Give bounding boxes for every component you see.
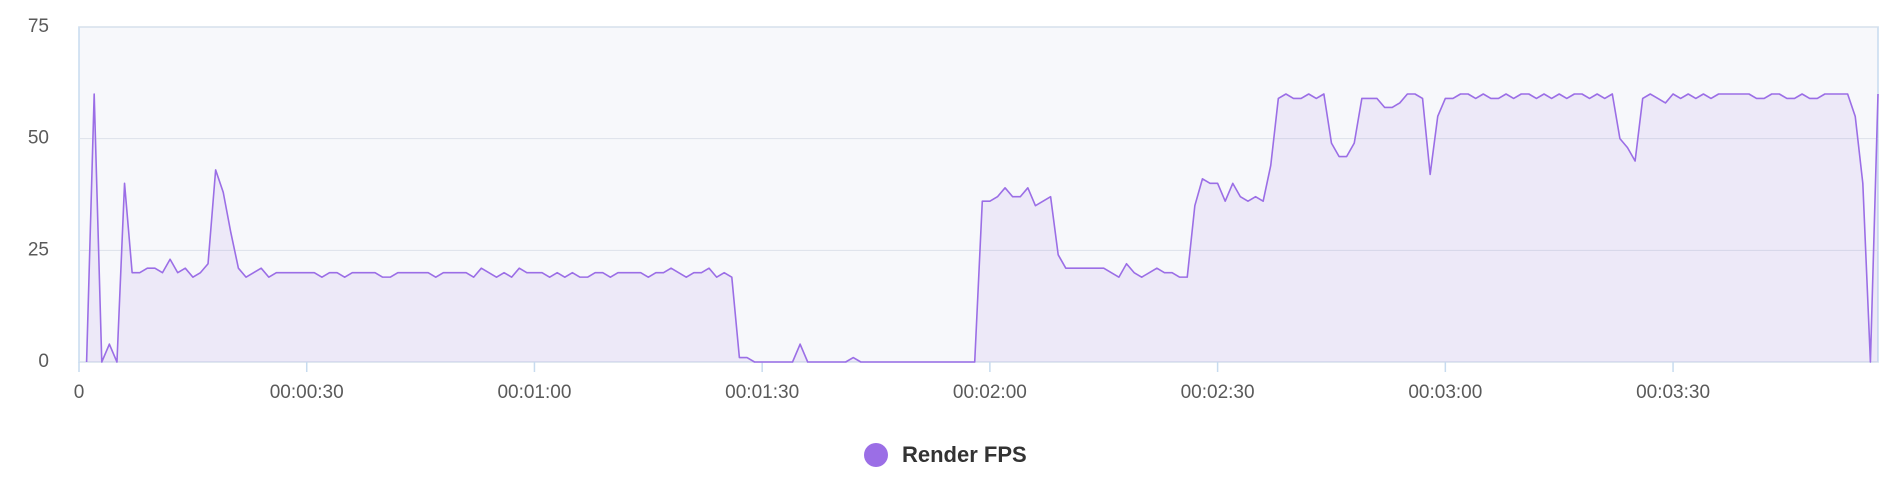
x-tick-label: 00:01:30 <box>725 382 799 403</box>
y-tick-label: 25 <box>28 239 49 260</box>
y-tick-label: 75 <box>28 16 49 37</box>
x-tick-label: 00:02:30 <box>1181 382 1255 403</box>
x-tick-label: 00:02:00 <box>953 382 1027 403</box>
line <box>85 93 1879 363</box>
x-tick-label: 0 <box>74 382 85 403</box>
legend-label: Render FPS <box>902 442 1027 467</box>
area <box>86 94 1879 362</box>
y-tick-label: 0 <box>38 351 49 372</box>
y-tick-label: 50 <box>28 128 49 149</box>
x-tick-label: 00:00:30 <box>270 382 344 403</box>
x-tick-label: 00:01:00 <box>497 382 571 403</box>
x-tick-label: 00:03:00 <box>1408 382 1482 403</box>
legend-marker <box>864 443 888 467</box>
plot-area <box>78 26 1879 363</box>
x-tick-label: 00:03:30 <box>1636 382 1710 403</box>
